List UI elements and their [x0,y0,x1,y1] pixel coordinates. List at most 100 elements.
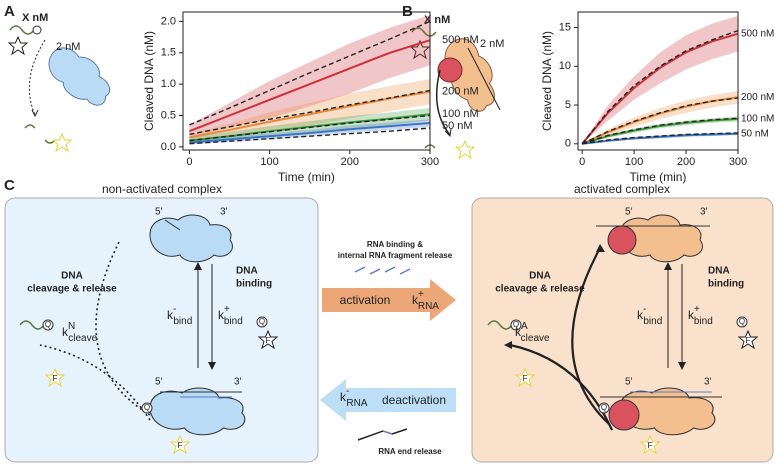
y-tick-label: 0.0 [161,141,176,153]
enzyme-label: 2 nM [56,41,80,53]
fluorophore-label: F [523,374,528,383]
rate-label: k+ bind [218,304,243,327]
box-title: activated complex [574,182,670,196]
three-prime: 3′ [700,207,708,218]
fluorophore-icon [8,36,28,55]
arrowhead [596,244,605,252]
cleavage-label: cleavage & release [495,284,585,295]
fluorophore-label: F [178,441,183,450]
series-label: 100 nM [741,114,774,125]
x-tick-label: 0 [186,156,192,168]
quencher-icon [141,402,153,414]
rate-label: k-RNA [340,386,368,409]
enzyme-label: 2 nM [480,38,504,50]
y-tick-label: 10 [559,60,571,72]
rate-sub: bind [224,316,243,327]
plot: 0.0 0.5 1.0 1.5 2.0 0 100 200 300 Time (min) Cleav… [142,11,479,184]
rate-symbol: k [412,293,419,307]
rna-binding-label: internal RNA fragment release [338,251,453,260]
rate-sub: bind [694,316,713,327]
rate-sub: RNA [346,398,367,409]
activating-lobe [607,225,637,255]
three-prime: 3′ [220,207,228,218]
arrow [28,39,46,116]
five-prime: 5′ [155,377,163,388]
binding-label: DNA [708,266,730,277]
rate-sub: cleave [521,333,550,344]
series-label: 200 nM [741,92,774,103]
dna-strand [411,27,437,37]
box-nonactivated [4,197,319,463]
dna-fragment [19,320,45,330]
panel-label: C [4,177,15,194]
activating-lobe [608,399,640,431]
arrowhead [208,362,216,370]
rate-symbol: k [688,308,695,322]
data-line [582,132,739,145]
cleavage-arrow [571,247,611,426]
fit-line [581,97,739,145]
quencher-icon [736,316,748,328]
fit-line [581,117,739,145]
dna-fragment [24,124,36,129]
rate-sup: + [224,304,230,315]
y-tick-label: 1.5 [161,47,176,59]
rate-symbol: k [167,308,174,322]
binding-label: binding [708,279,744,290]
fluorophore-icon [52,133,72,152]
box-activated [471,197,774,463]
rate-label: k+ bind [688,304,713,327]
deactivation-label: deactivation [382,393,446,407]
x-tick-label: 200 [677,156,695,168]
rate-label: k-bind [167,304,192,327]
schematic-a: X nM 2 nM [8,12,120,152]
dna-fragment [487,320,513,330]
quencher-icon [32,25,42,35]
binding-label: DNA [236,266,258,277]
rate-symbol: k [218,308,225,322]
rna-fragments [354,266,411,275]
x-tick-label: 300 [729,156,747,168]
quencher-label: Q [601,403,607,412]
quencher-icon [510,319,522,331]
deactivation-arrow [320,379,456,421]
rna-release-label: RNA end release [378,447,442,456]
arrowhead [444,128,452,138]
rna-ends [357,428,408,441]
cleavage-label: DNA [61,271,83,282]
rate-sup: + [694,304,700,315]
y-tick-label: 15 [559,21,571,33]
fluorophore-label: F [746,336,751,345]
series-label: 50 nM [741,128,769,139]
fit-line [582,132,739,145]
fit-line [189,114,431,142]
transition: RNA binding & internal RNA fragment rele… [320,240,456,456]
y-tick-label: 5 [565,99,571,111]
x-axis-label: Time (min) [630,170,687,184]
y-axis-label: Cleaved DNA (nM) [142,31,156,131]
arrowhead [504,341,512,349]
rate-sub: bind [173,316,192,327]
error-band [582,116,738,144]
data-line [581,117,739,145]
x-axis-label: Time (min) [278,170,335,184]
arrowhead [31,109,39,118]
activating-lobe [437,57,463,83]
substrate-label: X nM [424,14,450,26]
five-prime: 5′ [155,207,163,218]
rate-label: kA cleave [515,321,550,344]
five-prime: 5′ [625,207,633,218]
y-tick-label: 2.0 [161,15,176,27]
binding-label: binding [236,279,272,290]
plot-frame [182,11,431,151]
rate-label: k+ RNA [412,289,439,312]
three-prime: 3′ [234,377,242,388]
rate-label: kN cleave [62,321,98,344]
y-axis-label: Cleaved DNA (nM) [540,31,554,131]
series-label: 500 nM [442,34,479,46]
cleavage-label: DNA [529,271,551,282]
data-line [581,32,739,145]
x-tick-label: 200 [341,156,359,168]
plot-frame [577,11,739,151]
rate-sub: cleave [68,333,97,344]
